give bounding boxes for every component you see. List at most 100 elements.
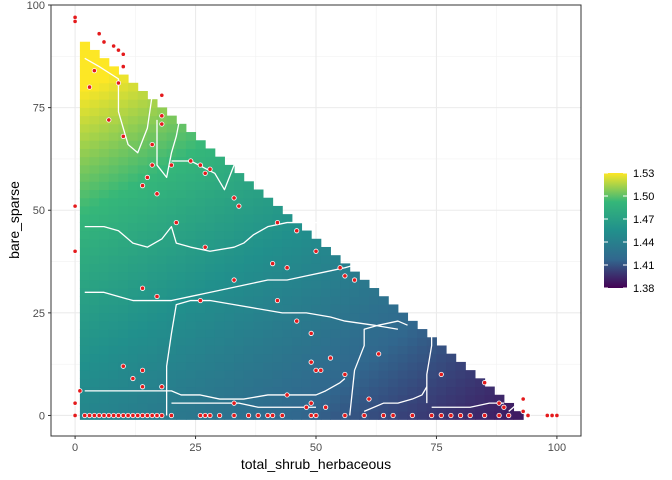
heat-tile bbox=[397, 353, 409, 363]
heat-tile bbox=[157, 197, 168, 207]
data-point bbox=[159, 121, 165, 127]
heat-tile bbox=[79, 205, 91, 215]
data-point bbox=[380, 412, 387, 419]
data-point bbox=[159, 92, 165, 98]
heat-tile bbox=[166, 164, 177, 174]
heat-tile bbox=[176, 263, 187, 273]
data-point bbox=[101, 412, 107, 419]
data-point bbox=[120, 51, 126, 57]
heat-tile bbox=[417, 394, 428, 404]
heat-tile bbox=[108, 90, 119, 100]
heat-tile bbox=[157, 353, 168, 363]
heat-tile bbox=[128, 99, 139, 108]
heat-tile bbox=[128, 222, 139, 232]
data-point bbox=[231, 277, 237, 283]
heat-tile bbox=[291, 296, 303, 305]
data-point bbox=[139, 183, 146, 189]
heat-tile bbox=[397, 337, 409, 346]
heat-tile bbox=[176, 189, 187, 199]
heat-tile bbox=[195, 197, 206, 207]
data-point bbox=[149, 412, 155, 419]
heat-tile bbox=[291, 312, 303, 322]
heat-tile bbox=[89, 181, 100, 191]
heat-tile bbox=[99, 66, 110, 76]
heat-tile bbox=[263, 312, 274, 322]
heat-tile bbox=[369, 337, 380, 346]
heat-tile bbox=[118, 115, 129, 125]
heat-tile bbox=[224, 337, 235, 346]
legend-label-3: 1.44 bbox=[633, 237, 654, 249]
contour-line-9 bbox=[363, 386, 428, 412]
heat-tile bbox=[128, 304, 139, 314]
heat-tile bbox=[157, 361, 168, 371]
data-point bbox=[429, 412, 435, 419]
data-point bbox=[366, 396, 372, 402]
heat-tile bbox=[253, 263, 264, 273]
heat-tile bbox=[89, 279, 100, 289]
heat-tile bbox=[397, 378, 409, 388]
heat-tile bbox=[185, 361, 197, 371]
heat-tile bbox=[176, 238, 187, 248]
heat-tile bbox=[205, 230, 216, 240]
heat-tile bbox=[311, 263, 322, 273]
heat-tile bbox=[108, 123, 119, 133]
data-point bbox=[72, 412, 78, 419]
heat-tile bbox=[99, 329, 110, 338]
heat-tile bbox=[320, 246, 331, 256]
heat-tile bbox=[436, 345, 447, 355]
data-point bbox=[188, 158, 194, 164]
heat-tile bbox=[320, 312, 331, 322]
heat-tile bbox=[234, 246, 245, 256]
heat-tile bbox=[157, 181, 168, 191]
heat-tile bbox=[282, 370, 293, 379]
heat-tile bbox=[417, 402, 428, 412]
heat-tile bbox=[176, 222, 187, 232]
heat-tile bbox=[465, 378, 476, 388]
heat-tile bbox=[224, 411, 235, 420]
heat-tile bbox=[234, 402, 245, 412]
data-point bbox=[159, 384, 165, 390]
data-point bbox=[125, 412, 131, 419]
heat-tile bbox=[282, 288, 293, 297]
heat-tile bbox=[128, 148, 139, 158]
heat-tile bbox=[176, 279, 187, 289]
heat-tile bbox=[272, 312, 283, 322]
heat-tile bbox=[340, 402, 351, 412]
heat-tile bbox=[205, 263, 216, 273]
heat-tile bbox=[234, 320, 245, 330]
heat-tile bbox=[282, 246, 293, 256]
heat-tile bbox=[340, 378, 351, 388]
heat-tile bbox=[89, 214, 100, 223]
heat-tile bbox=[291, 345, 303, 355]
heat-tile bbox=[185, 337, 197, 346]
heat-tile bbox=[282, 312, 293, 322]
heat-tile bbox=[79, 74, 91, 84]
heat-tile bbox=[185, 181, 197, 191]
heat-tile bbox=[176, 378, 187, 388]
heat-tile bbox=[214, 312, 225, 322]
heat-tile bbox=[176, 230, 187, 240]
y-tick-label-3: 75 bbox=[33, 103, 45, 115]
heat-tile bbox=[349, 304, 360, 314]
heat-tile bbox=[388, 312, 399, 322]
heat-tile bbox=[369, 329, 380, 338]
heat-tile bbox=[243, 288, 254, 297]
heat-tile bbox=[311, 288, 322, 297]
heat-tile bbox=[224, 296, 235, 305]
heat-tile bbox=[205, 337, 216, 346]
heat-tile bbox=[185, 255, 197, 264]
heat-tile bbox=[397, 411, 409, 420]
heat-tile bbox=[99, 304, 110, 314]
heat-tile bbox=[234, 189, 245, 199]
data-point bbox=[197, 162, 203, 168]
heat-tile bbox=[330, 288, 341, 297]
heat-tile bbox=[359, 353, 370, 363]
heat-tile bbox=[214, 370, 225, 379]
heat-tile bbox=[205, 320, 216, 330]
heat-tile bbox=[79, 263, 91, 273]
heat-tile bbox=[176, 132, 187, 141]
heat-tile bbox=[320, 296, 331, 305]
heat-tile bbox=[157, 107, 168, 117]
heat-tile bbox=[369, 394, 380, 404]
heat-tile bbox=[224, 329, 235, 338]
